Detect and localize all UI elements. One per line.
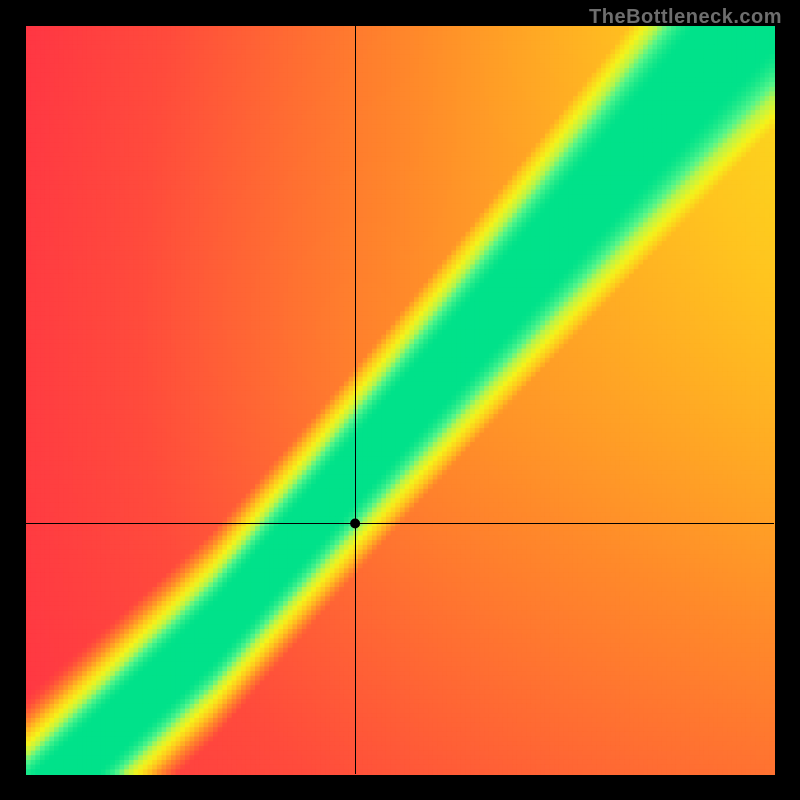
chart-container: TheBottleneck.com bbox=[0, 0, 800, 800]
bottleneck-heatmap bbox=[0, 0, 800, 800]
